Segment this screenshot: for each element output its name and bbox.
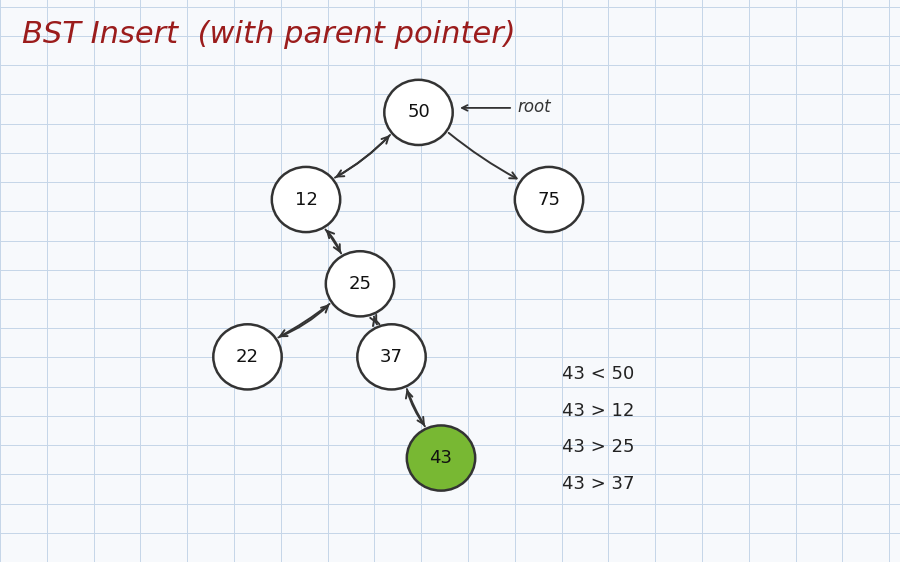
Ellipse shape — [357, 324, 426, 389]
Text: 12: 12 — [294, 191, 318, 209]
Ellipse shape — [407, 425, 475, 491]
Text: 22: 22 — [236, 348, 259, 366]
Ellipse shape — [515, 167, 583, 232]
Text: 37: 37 — [380, 348, 403, 366]
Text: 43 > 37: 43 > 37 — [562, 475, 635, 493]
Text: 50: 50 — [407, 103, 430, 121]
Ellipse shape — [213, 324, 282, 389]
Text: 43: 43 — [429, 449, 453, 467]
Text: root: root — [518, 98, 551, 116]
Text: 43 > 12: 43 > 12 — [562, 402, 634, 420]
Ellipse shape — [384, 80, 453, 145]
Ellipse shape — [272, 167, 340, 232]
Text: BST Insert  (with parent pointer): BST Insert (with parent pointer) — [22, 20, 516, 49]
Text: 25: 25 — [348, 275, 372, 293]
Text: 43 < 50: 43 < 50 — [562, 365, 634, 383]
Text: 75: 75 — [537, 191, 561, 209]
Text: 43 > 25: 43 > 25 — [562, 438, 635, 456]
Ellipse shape — [326, 251, 394, 316]
